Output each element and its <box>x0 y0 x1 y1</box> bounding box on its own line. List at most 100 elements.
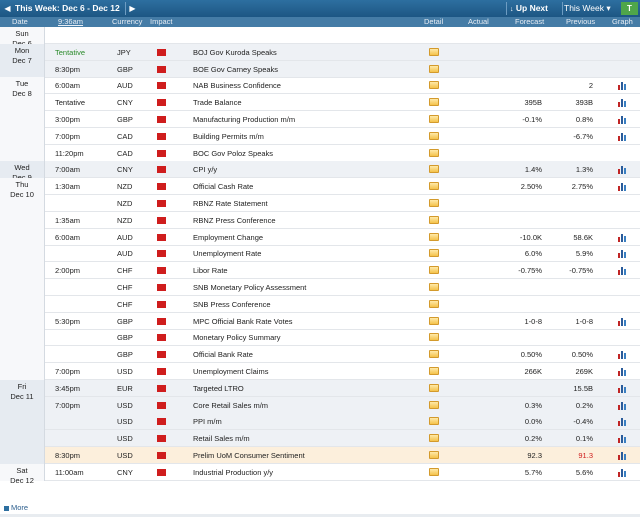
table-row[interactable]: Tentative CNY Trade Balance 395B 393B <box>0 94 640 112</box>
event-title[interactable]: Employment Change <box>193 232 264 242</box>
table-row[interactable]: 7:00pm USD Core Retail Sales m/m 0.3% 0.2% <box>0 396 640 414</box>
bar-chart-icon[interactable] <box>618 98 627 108</box>
current-time-link[interactable]: 9:36am <box>58 17 84 26</box>
bar-chart-icon[interactable] <box>618 233 627 242</box>
filter-button[interactable]: T <box>621 2 638 15</box>
table-row[interactable]: 3:45pm EUR Targeted LTRO 15.5B <box>0 379 640 397</box>
detail-folder-icon[interactable] <box>429 215 439 224</box>
table-row[interactable]: USD PPI m/m 0.0% -0.4% <box>0 413 640 431</box>
bar-chart-icon[interactable] <box>618 451 627 460</box>
detail-folder-icon[interactable] <box>429 266 439 275</box>
detail-folder-icon[interactable] <box>429 400 439 409</box>
table-row[interactable]: 8:30pm USD Prelim UoM Consumer Sentiment 92… <box>0 447 640 464</box>
detail-folder-icon[interactable] <box>429 232 439 241</box>
event-title[interactable]: SNB Press Conference <box>193 299 271 309</box>
bar-chart-icon[interactable] <box>618 182 627 192</box>
bar-chart-icon[interactable] <box>618 165 627 175</box>
detail-folder-icon[interactable] <box>429 434 439 443</box>
event-title[interactable]: RBNZ Rate Statement <box>193 199 268 208</box>
table-row[interactable]: 5:30pm GBP MPC Official Bank Rate Votes 1-0… <box>0 313 640 330</box>
table-row[interactable]: USD Retail Sales m/m 0.2% 0.1% <box>0 430 640 448</box>
detail-folder-icon[interactable] <box>429 299 439 308</box>
bar-chart-icon[interactable] <box>618 434 627 444</box>
table-row[interactable]: 6:00am AUD NAB Business Confidence 2 <box>0 77 640 95</box>
detail-folder-icon[interactable] <box>429 47 439 56</box>
bar-chart-icon[interactable] <box>618 468 627 477</box>
event-title[interactable]: MPC Official Bank Rate Votes <box>193 316 293 326</box>
table-row[interactable]: 7:00pm CAD Building Permits m/m -6.7% <box>0 128 640 145</box>
detail-folder-icon[interactable] <box>429 383 439 392</box>
bar-chart-icon[interactable] <box>618 350 627 360</box>
chevron-right-icon[interactable]: ▶ <box>129 3 136 13</box>
detail-folder-icon[interactable] <box>429 115 439 123</box>
event-title[interactable]: Monetary Policy Summary <box>193 333 281 343</box>
bar-chart-icon[interactable] <box>618 317 627 326</box>
detail-folder-icon[interactable] <box>429 81 439 90</box>
table-row[interactable]: 2:00pm CHF Libor Rate -0.75% -0.75% <box>0 262 640 280</box>
chevron-left-icon[interactable]: ◀ <box>4 3 11 13</box>
table-row[interactable]: 11:20pm CAD BOC Gov Poloz Speaks <box>0 145 640 162</box>
bar-chart-icon[interactable] <box>618 401 627 410</box>
table-row[interactable]: AUD Unemployment Rate 6.0% 5.9% <box>0 245 640 263</box>
bar-chart-icon[interactable] <box>618 115 627 124</box>
event-title[interactable]: Official Cash Rate <box>193 182 254 192</box>
detail-folder-icon[interactable] <box>429 451 439 459</box>
table-row[interactable]: GBP Official Bank Rate 0.50% 0.50% <box>0 346 640 364</box>
detail-folder-icon[interactable] <box>429 199 439 207</box>
table-row[interactable]: GBP Monetary Policy Summary <box>0 329 640 347</box>
detail-folder-icon[interactable] <box>429 131 439 140</box>
bar-chart-icon[interactable] <box>618 132 627 141</box>
detail-folder-icon[interactable] <box>429 182 439 191</box>
table-row[interactable]: 11:00am CNY Industrial Production y/y 5.7% 5… <box>0 464 640 481</box>
event-title[interactable]: Libor Rate <box>193 266 228 276</box>
event-title[interactable]: NAB Business Confidence <box>193 81 281 91</box>
table-row[interactable]: 1:35am NZD RBNZ Press Conference <box>0 212 640 229</box>
speech-folder-icon[interactable] <box>429 148 439 157</box>
event-title[interactable]: BOC Gov Poloz Speaks <box>193 148 274 158</box>
event-title[interactable]: Building Permits m/m <box>193 131 264 141</box>
event-title[interactable]: BOE Gov Carney Speaks <box>193 64 279 74</box>
table-row[interactable]: 1:30am NZD Official Cash Rate 2.50% 2.75% <box>0 178 640 196</box>
detail-folder-icon[interactable] <box>429 417 439 426</box>
event-title[interactable]: CPI y/y <box>193 165 218 175</box>
event-title[interactable]: RBNZ Press Conference <box>193 215 276 225</box>
event-title[interactable]: Unemployment Rate <box>193 249 262 259</box>
detail-folder-icon[interactable] <box>429 283 439 291</box>
bar-chart-icon[interactable] <box>618 81 627 91</box>
bar-chart-icon[interactable] <box>618 384 627 393</box>
up-next-button[interactable]: ↓ Up Next <box>510 0 560 17</box>
detail-folder-icon[interactable] <box>429 467 439 476</box>
detail-folder-icon[interactable] <box>429 98 439 107</box>
event-title[interactable]: Official Bank Rate <box>193 350 253 360</box>
table-row[interactable]: 8:30pm GBP BOE Gov Carney Speaks <box>0 60 640 78</box>
event-title[interactable]: PPI m/m <box>193 417 222 427</box>
event-title[interactable]: Trade Balance <box>193 98 242 108</box>
detail-folder-icon[interactable] <box>429 64 439 73</box>
event-title[interactable]: BOJ Gov Kuroda Speaks <box>193 47 277 57</box>
event-title[interactable]: Manufacturing Production m/m <box>193 115 296 124</box>
event-title[interactable]: Prelim UoM Consumer Sentiment <box>193 451 305 460</box>
bar-chart-icon[interactable] <box>618 249 627 259</box>
table-row[interactable]: 7:00pm USD Unemployment Claims 266K 269K <box>0 363 640 380</box>
table-row[interactable]: CHF SNB Monetary Policy Assessment <box>0 279 640 296</box>
event-title[interactable]: SNB Monetary Policy Assessment <box>193 283 307 292</box>
table-row[interactable]: NZD RBNZ Rate Statement <box>0 195 640 212</box>
detail-folder-icon[interactable] <box>429 249 439 258</box>
detail-folder-icon[interactable] <box>429 165 439 174</box>
table-row[interactable]: CHF SNB Press Conference <box>0 296 640 313</box>
table-row[interactable]: 6:00am AUD Employment Change -10.0K 58.6K <box>0 229 640 246</box>
detail-folder-icon[interactable] <box>429 333 439 342</box>
event-title[interactable]: Unemployment Claims <box>193 367 269 376</box>
bar-chart-icon[interactable] <box>618 367 627 376</box>
detail-folder-icon[interactable] <box>429 367 439 375</box>
more-link[interactable]: More <box>4 503 28 512</box>
table-row[interactable]: Tentative JPY BOJ Gov Kuroda Speaks <box>0 43 640 61</box>
table-row[interactable]: 7:00am CNY CPI y/y 1.4% 1.3% <box>0 161 640 179</box>
table-row[interactable]: 3:00pm GBP Manufacturing Production m/m -0.… <box>0 111 640 128</box>
event-title[interactable]: Core Retail Sales m/m <box>193 400 269 410</box>
this-week-dropdown[interactable]: This Week ▾ <box>564 3 611 13</box>
event-title[interactable]: Targeted LTRO <box>193 383 244 393</box>
bar-chart-icon[interactable] <box>618 266 627 276</box>
bar-chart-icon[interactable] <box>618 417 627 427</box>
event-title[interactable]: Retail Sales m/m <box>193 434 250 444</box>
